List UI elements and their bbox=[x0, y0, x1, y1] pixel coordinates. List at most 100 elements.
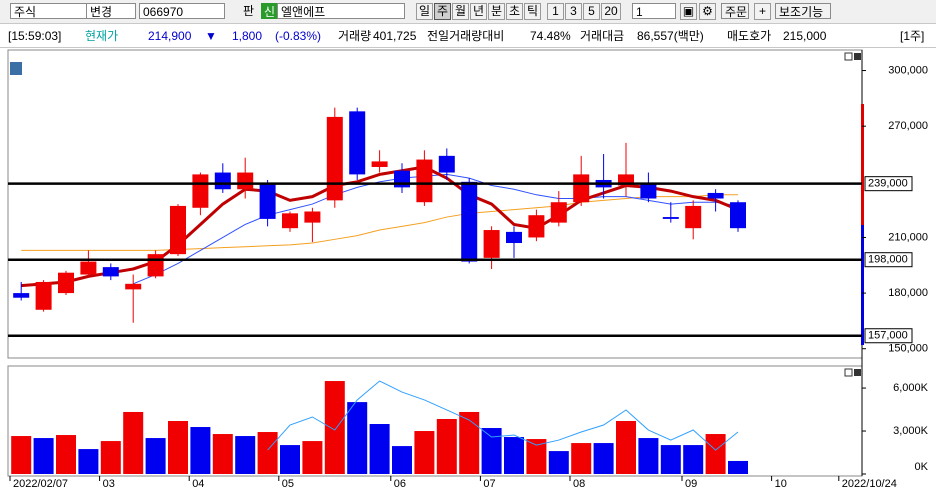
time: [15:59:03] bbox=[8, 29, 62, 43]
volume-bar bbox=[705, 434, 726, 474]
volume-bar bbox=[302, 441, 323, 474]
x-tick-label: 10 bbox=[775, 478, 787, 490]
candle-body bbox=[662, 217, 679, 219]
volume-bar bbox=[56, 435, 76, 474]
pane-button[interactable] bbox=[854, 53, 861, 60]
prev-ratio: 74.48% bbox=[530, 29, 571, 43]
candle-body bbox=[685, 205, 702, 229]
pane-button[interactable] bbox=[844, 52, 853, 61]
volume-bar bbox=[548, 451, 569, 474]
period-button[interactable]: 주 bbox=[434, 3, 451, 20]
moving-average-line bbox=[21, 165, 739, 288]
volume-bar bbox=[504, 437, 524, 474]
y-tick-label: 180,000 bbox=[888, 287, 928, 299]
candle-body bbox=[438, 155, 455, 173]
volume-bar bbox=[123, 411, 144, 474]
count-button[interactable]: 20 bbox=[601, 3, 621, 20]
candle-body bbox=[349, 111, 366, 175]
y-tick-label: 210,000 bbox=[888, 231, 928, 243]
count-button[interactable]: 5 bbox=[583, 3, 600, 20]
candle-body bbox=[326, 116, 343, 201]
volume-bar bbox=[436, 418, 457, 474]
volume-bar bbox=[414, 431, 435, 474]
volume-bar bbox=[190, 427, 211, 474]
level-box bbox=[864, 328, 913, 344]
volume-bar bbox=[571, 443, 592, 474]
chart: 150,000 180,000 210,000 270,000 300,000 0K 3,0… bbox=[7, 49, 929, 490]
volume-bar bbox=[324, 381, 345, 474]
candle-body bbox=[58, 272, 74, 294]
volume-tick-label: 6,000K bbox=[893, 382, 929, 394]
pane-button[interactable] bbox=[844, 368, 853, 377]
count-button[interactable]: 3 bbox=[565, 3, 582, 20]
volume-bar bbox=[280, 445, 300, 474]
volume: 401,725 bbox=[373, 29, 417, 43]
volume-bar bbox=[660, 445, 681, 474]
price-pane bbox=[7, 49, 863, 359]
level-box bbox=[864, 176, 913, 192]
amount-label: 거래대금 bbox=[580, 29, 625, 43]
period-button[interactable]: 년 bbox=[470, 3, 487, 20]
volume-bar bbox=[683, 445, 704, 474]
stock-name: 엘앤에프 bbox=[277, 3, 405, 19]
settings-icon[interactable]: ⚙ bbox=[699, 3, 716, 20]
volume-bar bbox=[235, 436, 256, 474]
y-tick-label: 300,000 bbox=[888, 64, 928, 76]
x-tick-label: 2022/10/24 bbox=[842, 478, 897, 490]
candle-body bbox=[707, 192, 724, 199]
volume-bar bbox=[369, 424, 390, 474]
candle-body bbox=[573, 174, 590, 203]
pane-button[interactable] bbox=[854, 369, 861, 376]
period-button[interactable]: 초 bbox=[506, 3, 523, 20]
candle-body bbox=[147, 254, 164, 277]
amount: 86,557(백만) bbox=[637, 29, 704, 43]
candle-body bbox=[506, 231, 522, 244]
change-select[interactable]: 변경 bbox=[86, 3, 136, 19]
candle-body bbox=[170, 205, 186, 255]
order-button[interactable]: 주문 bbox=[721, 3, 749, 19]
y-tick-label: 270,000 bbox=[888, 120, 928, 132]
count-select[interactable]: 1 bbox=[632, 3, 676, 19]
volume-bar bbox=[33, 438, 54, 474]
volume-ma-line bbox=[267, 380, 739, 451]
ask: 215,000 bbox=[783, 29, 827, 43]
level-label: 198,000 bbox=[868, 254, 908, 266]
level-label: 239,000 bbox=[868, 178, 908, 190]
volume-bar bbox=[168, 421, 188, 474]
period-button[interactable]: 틱 bbox=[524, 3, 541, 20]
add-icon[interactable]: + bbox=[754, 3, 771, 20]
market-select[interactable]: 주식 bbox=[10, 3, 100, 19]
volume-bar bbox=[638, 438, 659, 474]
candle-body bbox=[282, 213, 298, 229]
x-tick-label: 03 bbox=[103, 478, 115, 490]
code-input[interactable]: 066970 bbox=[139, 3, 225, 19]
range-up-bar bbox=[861, 104, 864, 225]
save-icon[interactable]: ▣ bbox=[680, 3, 697, 20]
pan-button[interactable]: 판 bbox=[243, 4, 255, 18]
count-button[interactable]: 1 bbox=[547, 3, 564, 20]
candle-body bbox=[35, 281, 52, 310]
x-tick-label: 09 bbox=[685, 478, 697, 490]
candle-body bbox=[237, 172, 254, 190]
y-tick-label: 150,000 bbox=[888, 343, 928, 355]
price-label: 현재가 bbox=[85, 29, 119, 43]
period-button[interactable]: 분 bbox=[488, 3, 505, 20]
candle-body bbox=[214, 172, 231, 190]
indicators-button[interactable]: 보조기능 bbox=[775, 3, 831, 19]
new-badge: 신 bbox=[261, 3, 277, 19]
change: 1,800 bbox=[232, 29, 263, 43]
x-tick-label: 07 bbox=[483, 478, 495, 490]
candle-body bbox=[192, 174, 209, 208]
volume-tick-label: 3,000K bbox=[893, 425, 929, 437]
candle-body bbox=[550, 202, 567, 223]
volume-bar bbox=[526, 439, 547, 474]
level-label: 157,000 bbox=[868, 330, 908, 342]
period-button[interactable]: 월 bbox=[452, 3, 469, 20]
info-bar bbox=[0, 25, 936, 48]
volume-bar bbox=[347, 402, 368, 474]
prev-ratio-label: 전일거래량대비 bbox=[427, 29, 505, 43]
period-button[interactable]: 일 bbox=[416, 3, 433, 20]
candle-body bbox=[618, 174, 634, 186]
candle-body bbox=[483, 230, 500, 258]
